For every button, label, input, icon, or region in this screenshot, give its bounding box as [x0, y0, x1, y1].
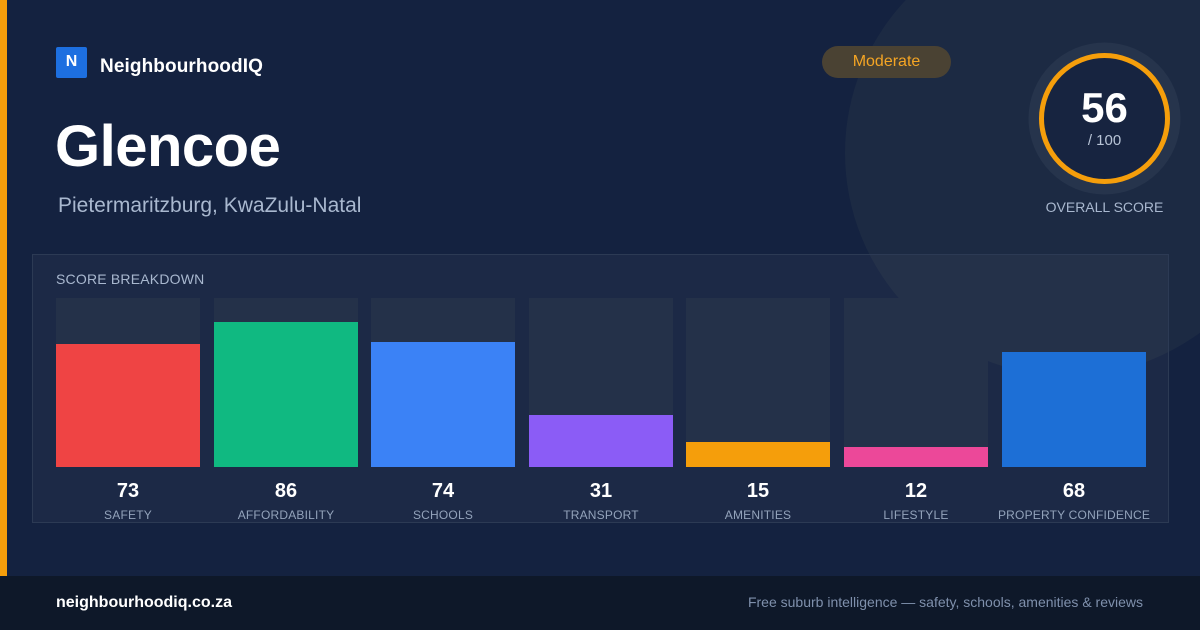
bar-column-lifestyle: 12 LIFESTYLE — [844, 298, 988, 528]
bar-track — [844, 298, 988, 467]
bar-value-label: 12 — [904, 480, 928, 502]
bar — [1002, 352, 1146, 467]
bar-track — [214, 298, 358, 467]
bar-category-label: SAFETY — [104, 508, 152, 522]
bar — [844, 447, 988, 467]
bar-column-safety: 73 SAFETY — [56, 298, 200, 528]
suburb-location: Pietermaritzburg, KwaZulu-Natal — [58, 194, 362, 217]
bar-column-schools: 74 SCHOOLS — [371, 298, 515, 528]
bar-category-label: LIFESTYLE — [883, 508, 949, 522]
bar-value-label: 68 — [1062, 480, 1086, 502]
bar-category-label: AFFORDABILITY — [237, 508, 335, 522]
rating-badge: Moderate — [822, 46, 951, 78]
bar-category-label: AMENITIES — [724, 508, 792, 522]
bar — [214, 322, 358, 467]
footer-tagline: Free suburb intelligence — safety, schoo… — [747, 594, 1143, 610]
overall-score-value: 56 — [1081, 84, 1128, 131]
bar-value-label: 86 — [274, 480, 298, 502]
bar-column-transport: 31 TRANSPORT — [529, 298, 673, 528]
bar-track — [56, 298, 200, 467]
bar-column-affordability: 86 AFFORDABILITY — [214, 298, 358, 528]
brand: N NeighbourhoodIQ — [56, 46, 263, 78]
overall-score-label: OVERALL SCORE — [1045, 199, 1164, 215]
suburb-title: Glencoe — [55, 114, 281, 179]
bar-track — [529, 298, 673, 467]
bar-category-label: SCHOOLS — [412, 508, 474, 522]
bar-track — [686, 298, 830, 467]
bar — [529, 415, 673, 467]
bar-track — [371, 298, 515, 467]
overall-score-max: / 100 — [1087, 132, 1122, 149]
bar-value-label: 31 — [589, 480, 613, 502]
bar-column-property-confidence: 68 PROPERTY CONFIDENCE — [998, 298, 1150, 528]
bar-column-amenities: 15 AMENITIES — [686, 298, 830, 528]
accent-stripe — [0, 0, 7, 576]
score-breakdown-title: SCORE BREAKDOWN — [56, 271, 205, 287]
bar-category-label: PROPERTY CONFIDENCE — [997, 508, 1151, 522]
bar-value-label: 15 — [746, 480, 770, 502]
bar — [686, 442, 830, 467]
bar-track — [1002, 298, 1146, 467]
score-breakdown-panel — [32, 254, 1169, 523]
brand-logo-icon: N — [56, 46, 87, 78]
bar-value-label: 73 — [116, 480, 140, 502]
brand-name: NeighbourhoodIQ — [100, 56, 263, 77]
footer — [0, 576, 1200, 630]
bar — [371, 342, 515, 467]
bar-category-label: TRANSPORT — [563, 508, 639, 522]
gauge-ring — [1039, 53, 1170, 184]
bar-value-label: 74 — [431, 480, 455, 502]
overall-score-gauge — [1028, 42, 1181, 195]
bar — [56, 344, 200, 467]
footer-domain: neighbourhoodiq.co.za — [56, 594, 232, 611]
